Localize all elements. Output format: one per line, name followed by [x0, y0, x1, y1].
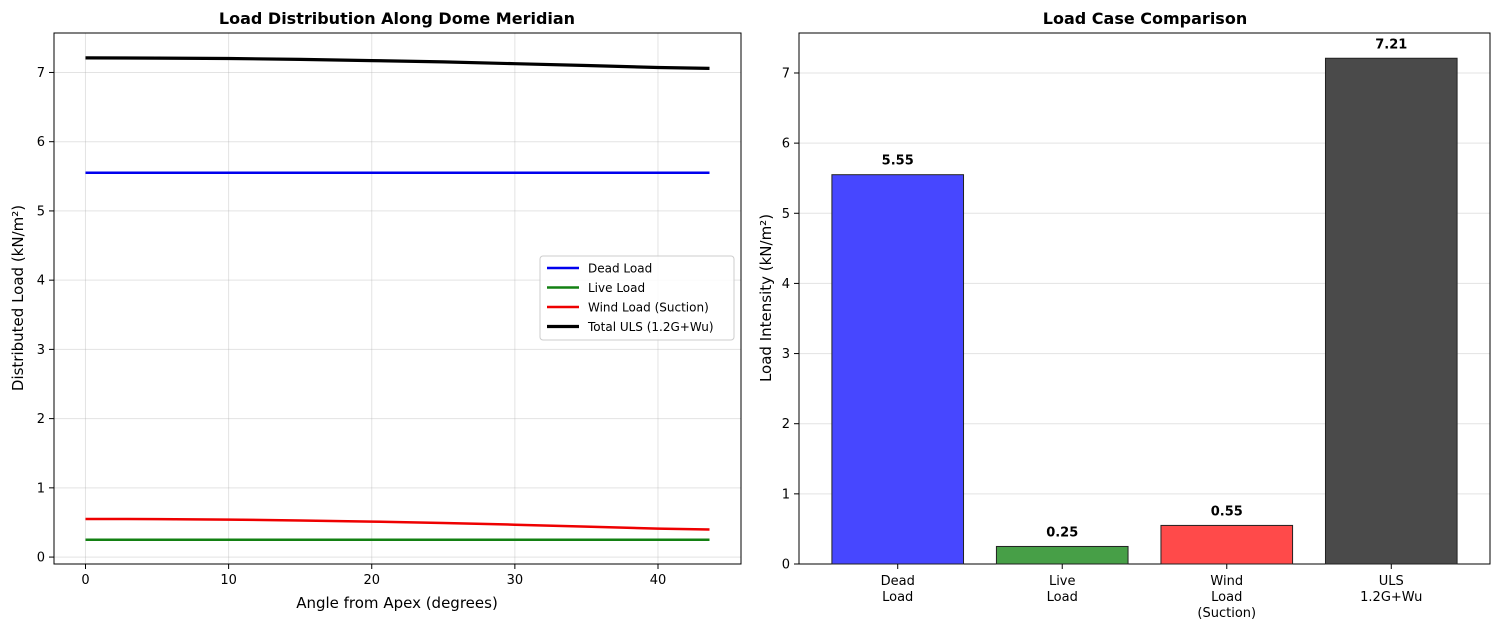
bar — [995, 545, 1129, 565]
bar — [1160, 524, 1294, 565]
bar-chart-frame — [798, 32, 1491, 565]
line-chart-title: Load Distribution Along Dome Meridian — [219, 9, 575, 28]
line-chart-frame — [53, 32, 742, 565]
bar-value-label: 0.25 — [1046, 525, 1078, 540]
line-chart-x-tick-label: 40 — [650, 573, 667, 588]
line-chart-x-ticks: 0 10 20 30 40 — [81, 564, 666, 588]
bar-category-label: Dead Load — [881, 574, 915, 605]
bar-chart-y-tick-label: 1 — [782, 487, 790, 502]
legend-box — [539, 255, 735, 341]
line-chart-y-tick-label: 5 — [37, 204, 45, 219]
line-chart-y-axis-label: Distributed Load (kN/m²) — [9, 205, 27, 391]
legend-entry-label: Live Load — [588, 281, 645, 295]
bar-chart-title: Load Case Comparison — [1043, 9, 1247, 28]
bar-chart-panel: 0 1 2 3 4 5 6 7 5.55 Dead Load 0.25 Live Load 0.55 Win… — [757, 9, 1491, 621]
legend-entry-label: Total ULS (1.2G+Wu) — [587, 320, 714, 334]
line-chart-y-tick-label: 2 — [37, 412, 45, 427]
bar-chart-y-axis-label: Load Intensity (kN/m²) — [757, 214, 775, 382]
bar-value-label: 0.55 — [1211, 504, 1243, 519]
bar-chart-y-tick-label: 5 — [782, 207, 790, 222]
bar-chart-y-tick-label: 4 — [782, 277, 790, 292]
bar — [1324, 57, 1458, 565]
line-chart-legend: Dead Load Live Load Wind Load (Suction) Tot… — [539, 255, 735, 341]
line-chart-y-tick-label: 6 — [37, 135, 45, 150]
line-chart-y-ticks: 0 1 2 3 4 5 6 7 — [37, 66, 54, 566]
bar-category-label: Live Load — [1047, 574, 1078, 605]
line-chart-y-tick-label: 7 — [37, 66, 45, 81]
line-chart-y-tick-label: 3 — [37, 343, 45, 358]
line-chart-y-tick-label: 0 — [37, 551, 45, 566]
bar-value-label: 7.21 — [1375, 37, 1407, 52]
line-chart-x-tick-label: 0 — [81, 573, 89, 588]
line-chart-x-axis-label: Angle from Apex (degrees) — [296, 594, 498, 612]
bar-chart-y-tick-label: 6 — [782, 137, 790, 152]
bar-category-label: ULS 1.2G+Wu — [1360, 574, 1422, 605]
line-chart-panel: 0 10 20 30 40 0 1 2 3 4 5 6 7 Load Distribution Alo… — [9, 9, 742, 612]
line-chart-series — [85, 56, 710, 542]
line-chart-y-tick-label: 4 — [37, 274, 45, 289]
legend-entry-label: Wind Load (Suction) — [588, 301, 709, 315]
bar-chart-bars: 5.55 Dead Load 0.25 Live Load 0.55 Wind Load (Suc… — [831, 37, 1458, 621]
line-series-wind-load-suction — [85, 517, 710, 531]
line-chart-x-tick-label: 10 — [220, 573, 237, 588]
line-series-total-uls-1-2g-wu — [85, 56, 710, 70]
bar-chart-y-tick-label: 2 — [782, 417, 790, 432]
bar-chart-y-tick-label: 7 — [782, 66, 790, 81]
line-chart-x-tick-label: 30 — [507, 573, 524, 588]
legend-entry-label: Dead Load — [588, 262, 652, 276]
line-chart-y-tick-label: 1 — [37, 481, 45, 496]
line-chart-x-tick-label: 20 — [363, 573, 380, 588]
bar-chart-y-ticks: 0 1 2 3 4 5 6 7 — [782, 66, 799, 573]
bar — [831, 174, 965, 565]
bar-value-label: 5.55 — [882, 154, 914, 169]
bar-category-label: Wind Load (Suction) — [1197, 574, 1256, 621]
bar-chart-y-tick-label: 3 — [782, 347, 790, 362]
bar-chart-y-tick-label: 0 — [782, 558, 790, 573]
